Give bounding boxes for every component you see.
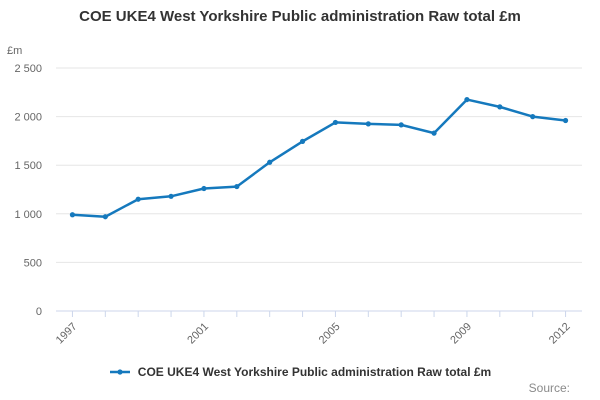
data-point[interactable] xyxy=(267,159,273,165)
legend-item[interactable]: COE UKE4 West Yorkshire Public administr… xyxy=(0,365,600,379)
data-point[interactable] xyxy=(102,214,108,220)
series-line xyxy=(71,98,567,218)
y-axis-tick-label: 500 xyxy=(24,257,42,269)
legend-label: COE UKE4 West Yorkshire Public administr… xyxy=(137,365,492,379)
y-axis-tick-label: 2 000 xyxy=(14,112,42,124)
data-point[interactable] xyxy=(234,183,240,190)
data-point[interactable] xyxy=(69,212,76,218)
chart-title: COE UKE4 West Yorkshire Public administr… xyxy=(79,8,521,25)
data-point[interactable] xyxy=(464,96,470,103)
x-axis-tick-label: 2005 xyxy=(317,321,343,347)
x-axis-tick-label: 2012 xyxy=(547,321,573,347)
data-point[interactable] xyxy=(562,117,569,124)
data-point[interactable] xyxy=(332,119,339,126)
y-axis-tick-label: 1 000 xyxy=(14,209,42,221)
legend-line-symbol-icon xyxy=(109,369,130,375)
source-label: Source: xyxy=(528,381,570,395)
data-point[interactable] xyxy=(299,138,306,144)
x-axis-tick-label: 2009 xyxy=(448,321,474,347)
data-point[interactable] xyxy=(365,121,371,127)
x-axis-tick-label: 2001 xyxy=(185,321,211,347)
data-point[interactable] xyxy=(398,122,404,128)
data-point[interactable] xyxy=(497,104,503,110)
y-axis-tick-label: 1 500 xyxy=(14,160,42,172)
data-point[interactable] xyxy=(201,185,207,192)
data-point[interactable] xyxy=(431,130,437,136)
y-axis-unit-label: £m xyxy=(7,45,23,57)
y-axis-tick-label: 0 xyxy=(36,306,42,318)
data-point[interactable] xyxy=(135,196,141,202)
data-point[interactable] xyxy=(530,114,536,120)
y-axis-tick-label: 2 500 xyxy=(14,63,42,75)
x-axis-tick-label: 1997 xyxy=(54,321,80,347)
data-point[interactable] xyxy=(168,193,174,199)
